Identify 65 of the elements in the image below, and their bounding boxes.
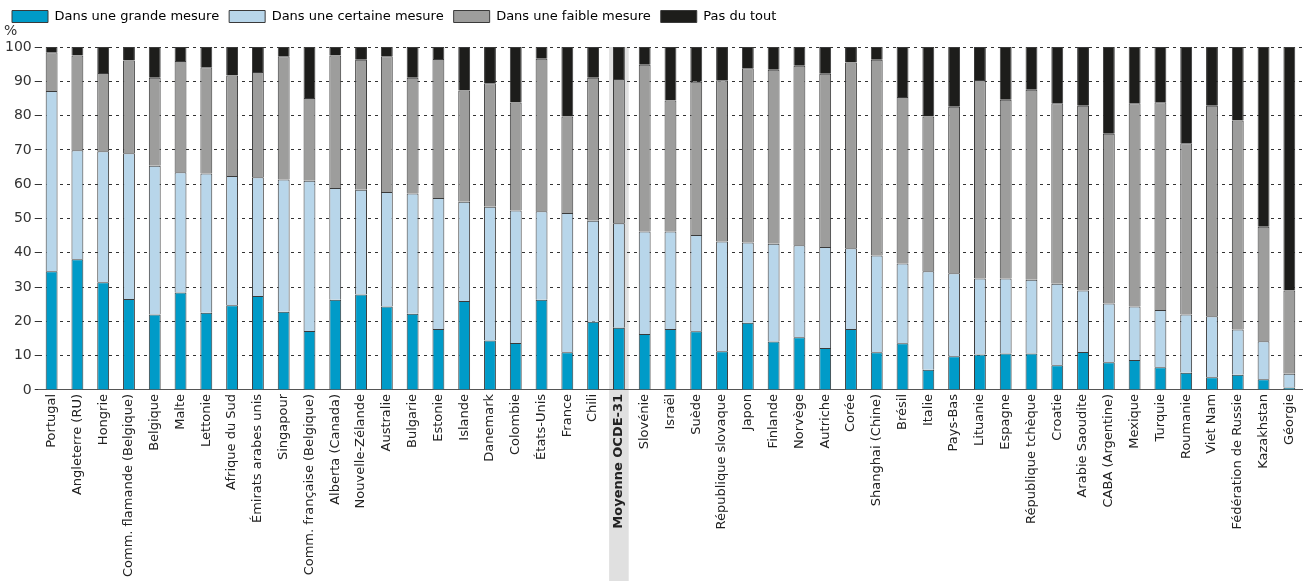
x-tick-label: Colombie bbox=[507, 393, 523, 456]
x-tick-label: Fédération de Russie bbox=[1229, 393, 1245, 530]
legend-label: Pas du tout bbox=[703, 7, 777, 23]
legend-label: Dans une faible mesure bbox=[496, 7, 651, 23]
y-tick-label: 0 bbox=[22, 380, 32, 397]
x-tick-label: Estonie bbox=[429, 393, 445, 442]
x-tick-label: Comm. flamande (Belgique) bbox=[120, 393, 136, 578]
x-tick-label: Angleterre (RU) bbox=[68, 393, 84, 496]
x-tick-label: Bulgarie bbox=[403, 393, 419, 448]
legend-label: Dans une grande mesure bbox=[54, 7, 220, 23]
x-tick-label: Japon bbox=[739, 393, 755, 432]
x-tick-label: Portugal bbox=[42, 393, 58, 448]
y-tick-label: 100 bbox=[4, 37, 32, 54]
x-tick-label: Norvège bbox=[790, 393, 806, 449]
legend-label: Dans une certaine mesure bbox=[271, 7, 444, 23]
x-tick-label: Italie bbox=[919, 393, 935, 427]
x-tick-label: Turquie bbox=[1151, 393, 1167, 443]
x-tick-label: Pays-Bas bbox=[945, 393, 961, 452]
x-tick-label: CABA (Argentine) bbox=[1100, 393, 1116, 508]
y-axis-title: % bbox=[4, 21, 18, 38]
x-tick-label: Moyenne OCDE-31 bbox=[610, 393, 626, 529]
x-tick-label: Singapour bbox=[275, 393, 291, 461]
y-tick-label: 60 bbox=[13, 174, 32, 191]
x-tick-label: Suède bbox=[687, 393, 703, 435]
x-tick-label: Hongrie bbox=[94, 393, 110, 446]
x-tick-label: Mexique bbox=[1126, 393, 1141, 449]
x-tick-label: Chili bbox=[584, 393, 600, 423]
x-tick-label: Comm. française (Belgique) bbox=[300, 393, 316, 576]
x-tick-label: Nouvelle-Zélande bbox=[352, 393, 368, 509]
x-tick-label: Islande bbox=[455, 393, 471, 441]
x-tick-label: Australie bbox=[378, 393, 394, 452]
x-tick-label: Roumanie bbox=[1177, 393, 1193, 460]
y-tick-label: 50 bbox=[13, 209, 32, 226]
y-tick-label: 30 bbox=[13, 277, 32, 294]
x-tick-label: Afrique du Sud bbox=[223, 393, 239, 490]
y-tick-label: 10 bbox=[13, 346, 32, 363]
y-tick-label: 70 bbox=[13, 140, 32, 157]
x-tick-label: Lettonie bbox=[197, 393, 213, 447]
x-tick-label: Croatie bbox=[1048, 393, 1064, 441]
x-tick-label: Corée bbox=[842, 393, 858, 433]
x-tick-label: Viet Nam bbox=[1203, 393, 1219, 454]
x-tick-label: Émirats arabes unis bbox=[249, 393, 265, 524]
x-tick-label: Lituanie bbox=[971, 393, 987, 446]
y-tick-label: 40 bbox=[13, 243, 32, 260]
x-tick-label: Shanghai (Chine) bbox=[868, 393, 884, 507]
x-tick-label: France bbox=[558, 393, 574, 438]
x-tick-label: États-Unis bbox=[532, 393, 548, 460]
x-tick-label: Malte bbox=[171, 393, 187, 430]
x-tick-label: Kazakhstan bbox=[1254, 393, 1270, 469]
x-tick-label: Brésil bbox=[893, 393, 909, 430]
x-tick-label: République tchèque bbox=[1022, 393, 1038, 524]
y-tick-label: 90 bbox=[13, 71, 32, 88]
x-tick-label: Danemark bbox=[481, 393, 497, 462]
x-tick-label: République slovaque bbox=[713, 393, 729, 530]
x-tick-label: Slovénie bbox=[636, 393, 652, 450]
x-tick-label: Arabie Saoudite bbox=[1074, 393, 1090, 498]
x-tick-label: Autriche bbox=[816, 393, 832, 449]
y-tick-label: 20 bbox=[13, 312, 32, 328]
y-tick-label: 80 bbox=[13, 106, 32, 123]
x-tick-label: Belgique bbox=[146, 393, 162, 451]
x-tick-label: Alberta (Canada) bbox=[326, 393, 342, 505]
x-tick-label: Espagne bbox=[997, 393, 1013, 450]
x-tick-label: Israël bbox=[661, 393, 677, 430]
x-tick-label: Géorgie bbox=[1280, 393, 1296, 445]
x-tick-label: Finlande bbox=[765, 393, 780, 449]
